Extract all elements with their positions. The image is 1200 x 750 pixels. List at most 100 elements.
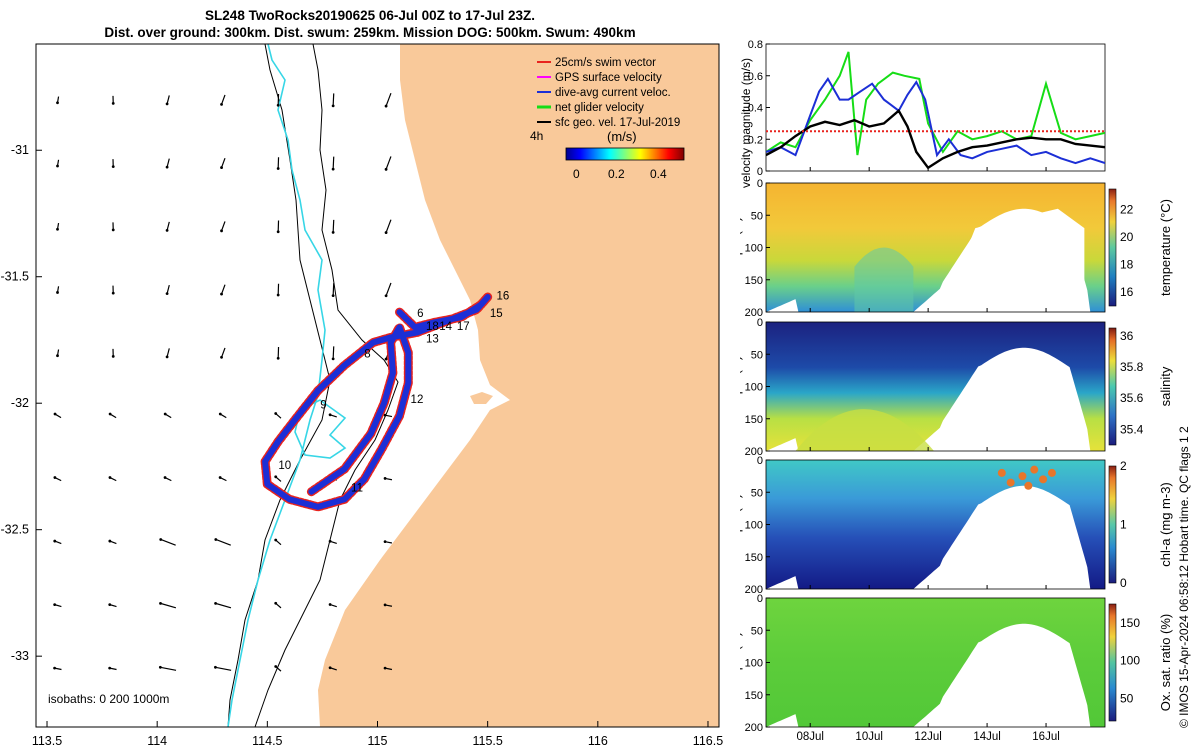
current-vector-head [331,104,335,108]
current-vector [220,347,226,358]
current-vector [332,93,335,106]
chla-high-dot [1024,481,1033,490]
current-vector-head [53,412,57,416]
current-vector [385,93,392,107]
time-tick-label: 10Jul [855,731,883,743]
map-ytick-label: -33 [11,649,29,663]
colorbar-unit: (m/s) [607,129,637,144]
section-field-chla [766,460,1105,589]
colorbar-tick-label: 2 [1120,459,1127,473]
imos-credit: © IMOS 15-Apr-2024 06:58:12 Hobart time.… [1177,426,1191,728]
cyan-loop [294,399,347,459]
chla-high-dot [1047,468,1056,477]
current-vector-head [165,102,169,106]
current-vector-head [220,102,223,106]
legend-swim-vector: 25cm/s swim vector [555,57,656,69]
map-ytick-label: -31.5 [1,270,30,284]
isobath-1000m [227,44,331,727]
day-label: 16 [496,290,509,302]
map-land [318,44,719,727]
current-vector-head [56,291,59,294]
chla-high-dot [1030,465,1039,474]
chla-high-dot [997,468,1006,477]
current-vector-head [276,230,280,234]
depth-axis-label: Depth (m) [740,356,743,409]
colorbar-tick-label: 16 [1120,285,1134,299]
current-vector [166,158,170,168]
current-vector-head [108,412,112,416]
current-vector [220,94,226,105]
map-xtick-label: 116 [588,734,608,748]
current-vector [166,284,170,294]
current-vector [220,157,226,168]
current-vector [215,602,232,609]
current-vector-head [108,666,112,670]
day-label: 9 [320,399,326,411]
legend-dive-avg: dive-avg current veloc. [555,87,671,99]
depth-tick-label: 50 [751,210,763,222]
depth-tick-label: 200 [745,584,763,596]
day-label: 14 [439,321,452,333]
map-xtick-label: 114.5 [252,734,282,748]
map-xtick-label: 115 [368,734,388,748]
cyan-contour [227,44,326,727]
current-vector-head [384,167,388,171]
current-vector [385,282,392,297]
depth-tick-label: 150 [745,690,763,702]
current-vector [385,156,392,170]
colorbar-chla [1108,465,1117,584]
current-vector-head [111,102,115,105]
current-vector-head [53,666,56,670]
current-vector [160,666,177,671]
current-vector [166,221,170,231]
current-vector-head [214,538,218,541]
colorbar-tick-label: 35.8 [1120,360,1144,374]
day-label: 13 [426,333,439,345]
current-vector-head [53,603,57,607]
current-vector-head [108,476,112,479]
map-axis-ticks: 113.5 114 114.5 115 115.5 116 116.5-31-31.5-32… [1,143,724,748]
colorbar-tick-label: 100 [1120,654,1140,668]
legend-net-glider: net glider velocity [555,102,644,114]
current-vector [332,283,335,296]
figure-title: SL248 TwoRocks20190625 06-Jul 00Z to 17-… [205,8,535,23]
current-vector-head [214,665,217,669]
colorbar-tick-label: 0 [1120,576,1127,590]
depth-tick-label: 150 [745,275,763,287]
isobaths-label: isobaths: 0 200 1000m [48,692,169,706]
current-vector-head [274,475,278,479]
current-vector-head [165,228,169,232]
depth-tick-label: 200 [745,307,763,319]
current-vector-head [328,666,332,670]
current-vector-head [384,294,388,298]
legend-sfc-geo: sfc geo. vel. 17-Jul-2019 [555,117,680,129]
current-vector-head [274,601,278,605]
colorbar-label: temperature (°C) [1158,199,1173,296]
colorbar-tick-label: 1 [1120,518,1127,532]
current-vector [220,221,226,232]
colorbar-label: chl-a (mg m-3) [1158,482,1173,567]
day-label: 15 [490,308,503,320]
current-vector-head [383,540,387,544]
current-vector-head [328,603,332,606]
time-tick-label: 16Jul [1032,731,1060,743]
depth-tick-label: 0 [757,178,763,190]
current-vector [220,284,226,295]
current-vector [332,219,335,233]
depth-tick-label: 150 [745,552,763,564]
current-vector-head [276,167,280,170]
current-vector-head [276,103,280,107]
colorbar-tick-label: 18 [1120,258,1134,272]
time-tick-label: 12Jul [914,731,942,743]
depth-tick-label: 200 [745,446,763,458]
current-vector-head [384,104,388,108]
current-vector-head [163,476,167,479]
current-vector [332,346,335,359]
depth-tick-label: 0 [757,455,763,467]
depth-tick-label: 0 [757,317,763,329]
colorbar-tick-label: 36 [1120,329,1134,343]
current-vector-head [108,539,112,543]
current-vector-head [56,164,59,168]
figure-subtitle: Dist. over ground: 300km. Dist. swum: 25… [104,25,636,40]
